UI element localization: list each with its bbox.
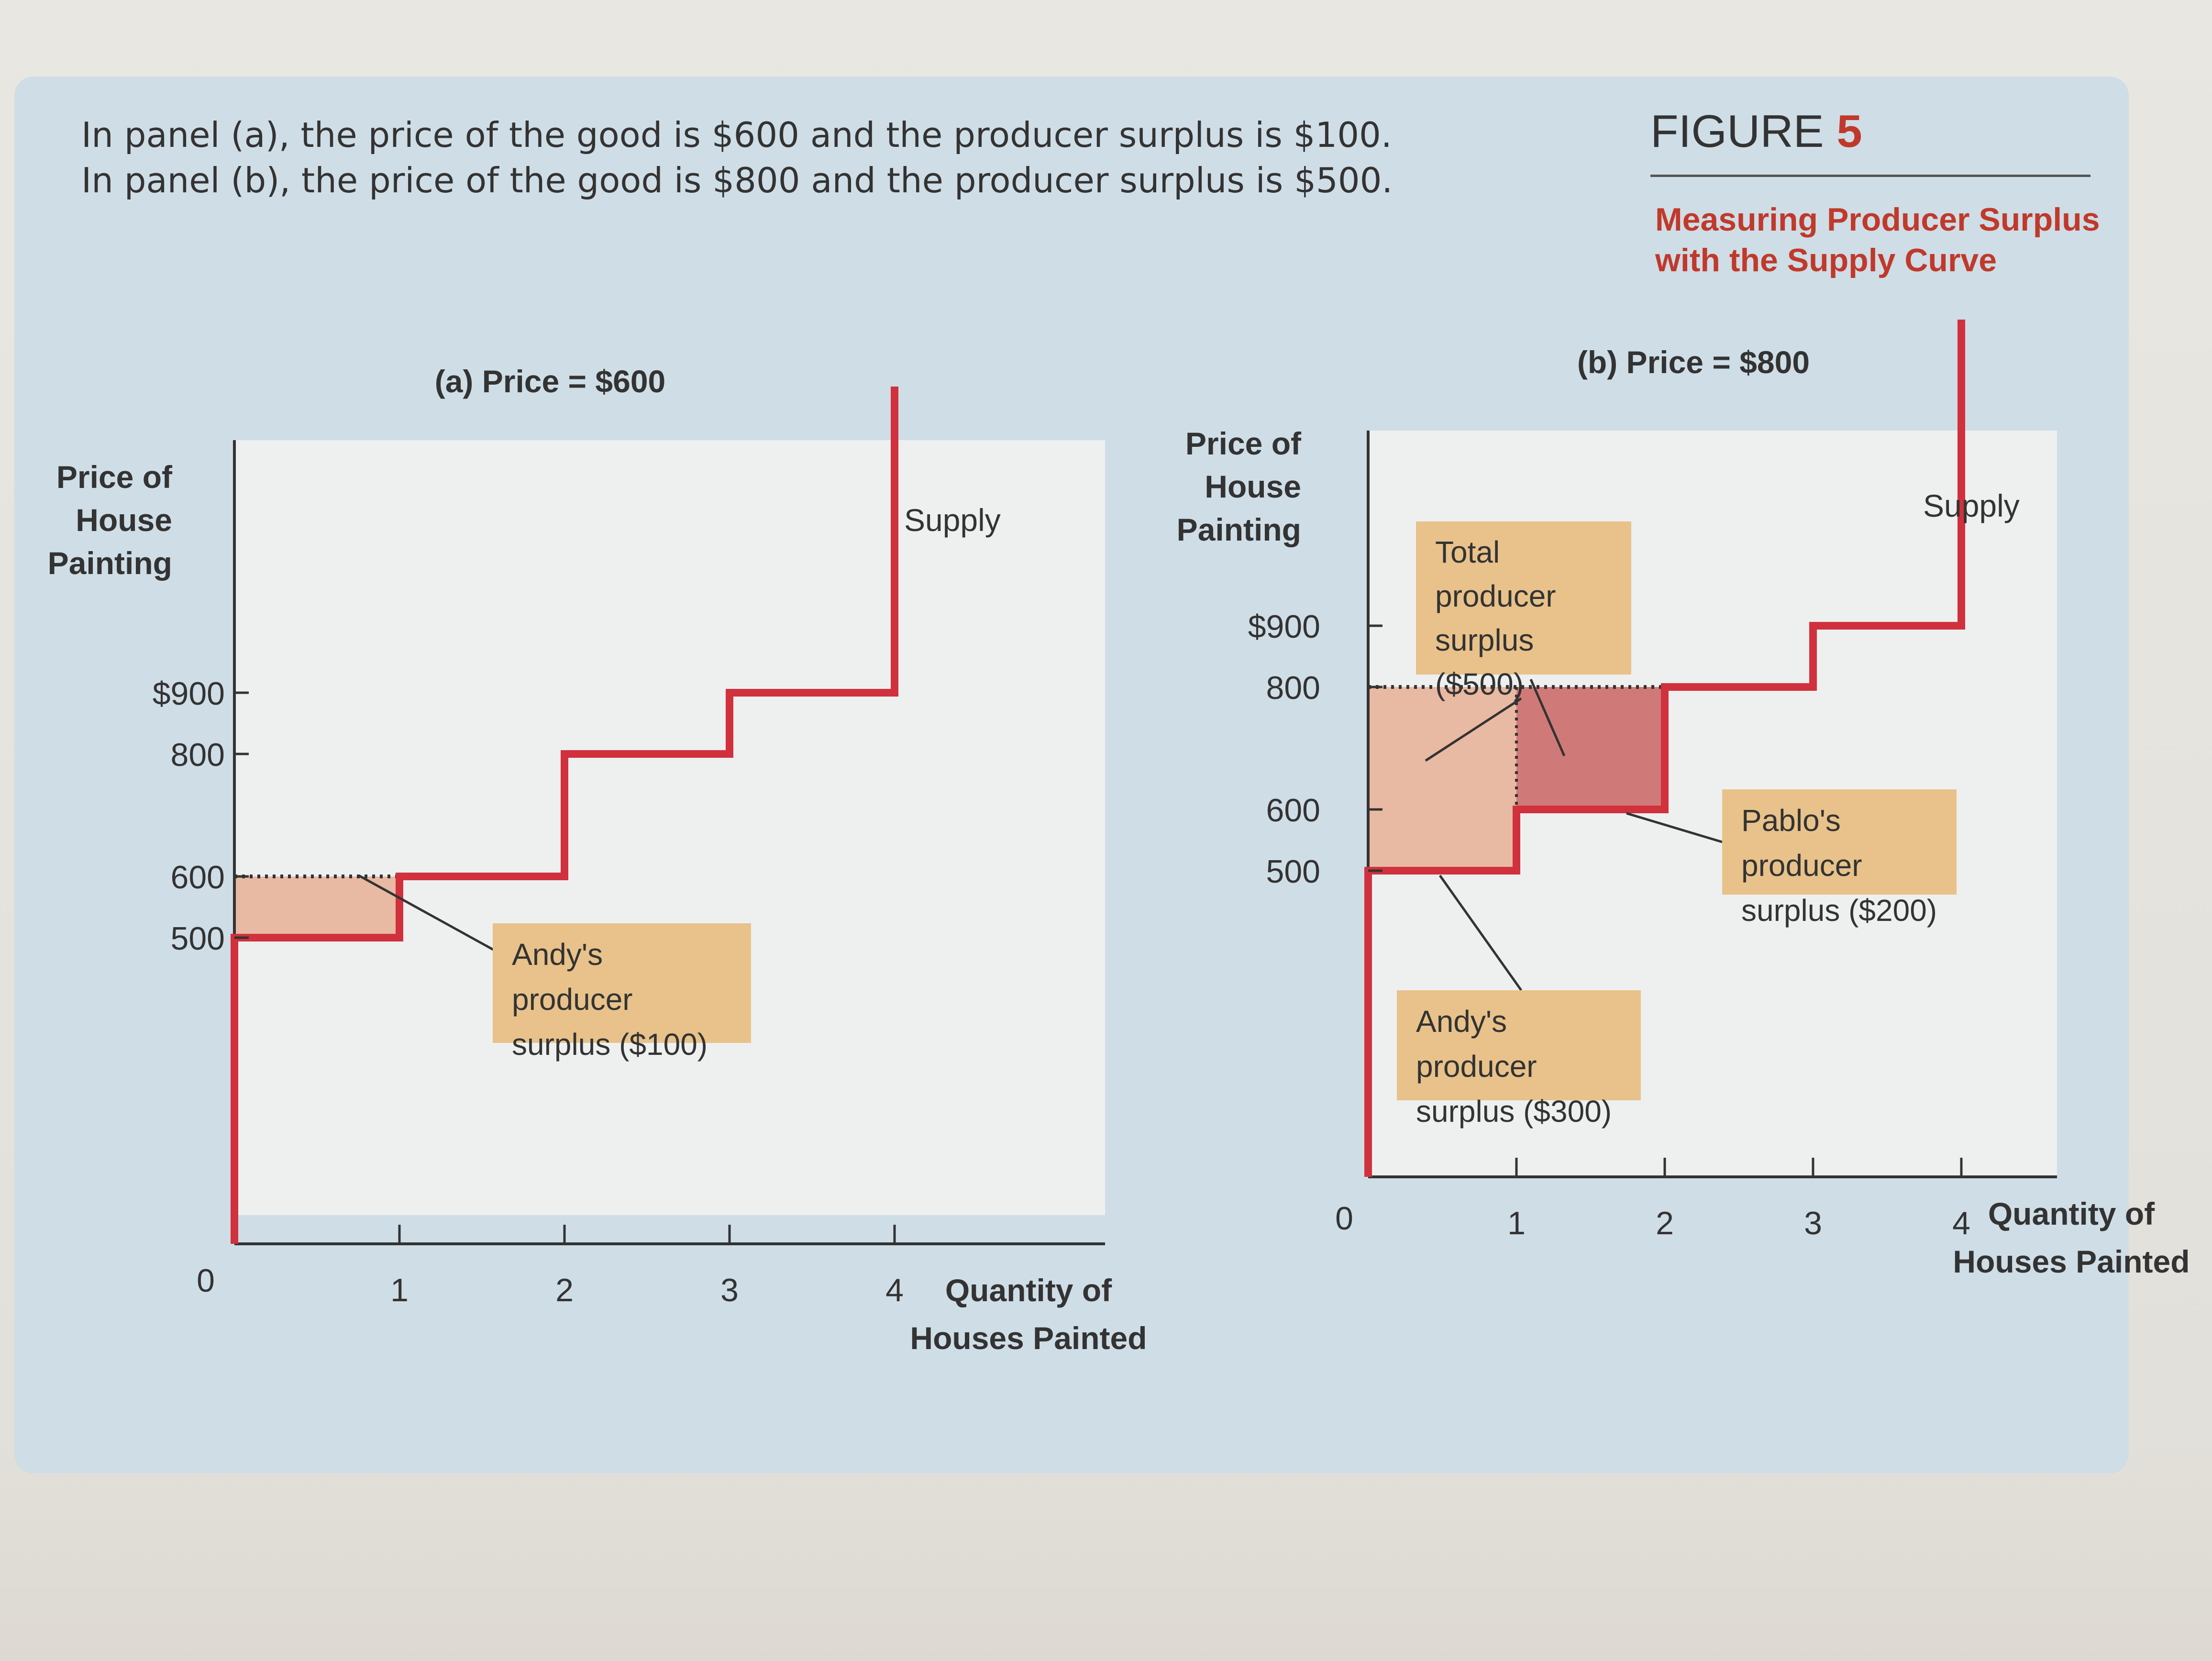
y-axis-label-b-1: House: [1205, 469, 1301, 504]
surplus-region-b-2: [1516, 687, 1665, 809]
supply-curve-b: [1364, 320, 1965, 1177]
annotation-b-andy: Andy's producer surplus ($300): [1397, 990, 1641, 1129]
figure-label: FIGURE 5: [1650, 105, 1862, 158]
supply-label-b: Supply: [1923, 488, 2020, 523]
figure-number: 5: [1836, 106, 1862, 157]
y-axis-label-a-0: Price of: [56, 459, 173, 495]
x-tick-label-b-2: 2: [1656, 1205, 1674, 1241]
x-axis-label-b-0: Quantity of: [1988, 1196, 2155, 1231]
annotation-b-pablo-line2: surplus ($200): [1741, 893, 1937, 928]
x-axis-label-a-0: Quantity of: [945, 1273, 1112, 1308]
caption-line-1: In panel (a), the price of the good is $…: [81, 115, 1392, 155]
callout-line-b-1: [1529, 678, 1566, 757]
callout-line-b-2: [1626, 812, 1723, 843]
surplus-region-b-1: [1368, 687, 1516, 809]
y-axis-label-a-1: House: [76, 502, 172, 538]
annotation-b-total-line3: surplus ($500): [1435, 623, 1534, 701]
callout-line-b-0: [1425, 697, 1522, 762]
annotation-a-andy-line1: Andy's producer: [512, 937, 633, 1017]
x-tick-label-a-2: 2: [555, 1272, 574, 1308]
surplus-region-a-0: [234, 876, 399, 938]
x-tick-label-b-0: 0: [1335, 1200, 1353, 1237]
callout-line-b-3: [1438, 875, 1523, 991]
y-tick-label-b-0: 500: [1266, 853, 1320, 890]
y-tick-label-a-2: 800: [171, 737, 225, 773]
panel-title-a: (a) Price = $600: [435, 364, 666, 399]
callout-line-a-0: [358, 874, 498, 953]
annotation-b-total-line1: Total: [1435, 535, 1500, 569]
annotation-b-total: Total producer surplus ($500): [1416, 521, 1631, 701]
figure-title-line-2: with the Supply Curve: [1655, 242, 1997, 278]
x-tick-label-a-0: 0: [197, 1262, 215, 1299]
plot-area-a: [234, 440, 1105, 1215]
annotation-b-pablo-line1: Pablo's producer: [1741, 803, 1862, 883]
x-tick-label-a-1: 1: [390, 1272, 409, 1308]
annotation-b-pablo: Pablo's producer surplus ($200): [1722, 789, 1957, 928]
y-axis-label-b-2: Painting: [1177, 512, 1301, 547]
annotation-a-andy-line2: surplus ($100): [512, 1027, 708, 1062]
y-axis-label-a-2: Painting: [48, 545, 172, 581]
x-axis-label-b-1: Houses Painted: [1953, 1244, 2190, 1279]
x-tick-label-b-1: 1: [1507, 1205, 1526, 1241]
y-tick-label-a-0: 500: [171, 920, 225, 957]
x-tick-label-a-4: 4: [885, 1272, 904, 1308]
y-tick-label-b-1: 600: [1266, 792, 1320, 829]
figure-title-line-1: Measuring Producer Surplus: [1655, 201, 2100, 238]
figure-label-text: FIGURE: [1650, 106, 1824, 157]
y-tick-label-a-3: $900: [153, 675, 225, 712]
figure-title-rule: [1650, 175, 2090, 177]
annotation-b-andy-line1: Andy's producer: [1416, 1004, 1537, 1084]
caption-line-2: In panel (b), the price of the good is $…: [81, 160, 1393, 200]
y-tick-label-a-1: 600: [171, 859, 225, 896]
y-tick-label-b-3: $900: [1248, 609, 1320, 645]
x-tick-label-a-3: 3: [720, 1272, 739, 1308]
supply-curve-a: [231, 387, 898, 1244]
panel-title-b: (b) Price = $800: [1577, 344, 1810, 380]
annotation-a-andy: Andy's producer surplus ($100): [493, 923, 751, 1062]
x-tick-label-b-3: 3: [1804, 1205, 1822, 1241]
x-tick-label-b-4: 4: [1952, 1205, 1970, 1241]
annotation-b-andy-line2: surplus ($300): [1416, 1094, 1612, 1129]
y-axis-label-b-0: Price of: [1185, 426, 1302, 461]
annotation-b-total-line2: producer: [1435, 579, 1556, 613]
supply-label-a: Supply: [904, 502, 1001, 538]
x-axis-label-a-1: Houses Painted: [910, 1320, 1147, 1356]
y-tick-label-b-2: 800: [1266, 670, 1320, 706]
surplus-region-b-0: [1368, 809, 1516, 871]
